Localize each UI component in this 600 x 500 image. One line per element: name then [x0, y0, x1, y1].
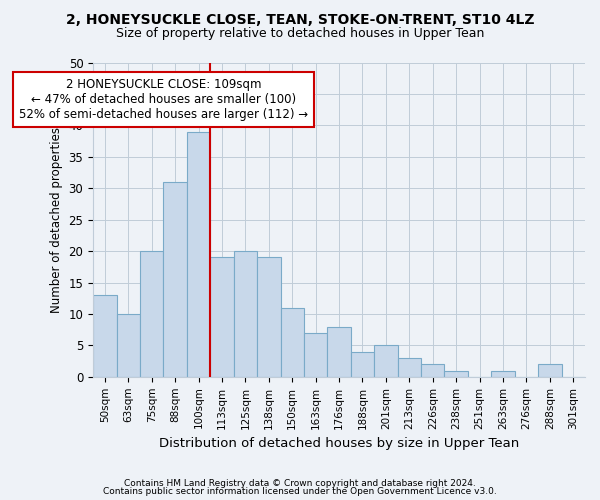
Bar	[304, 333, 328, 377]
Bar	[93, 295, 116, 377]
Text: Contains public sector information licensed under the Open Government Licence v3: Contains public sector information licen…	[103, 487, 497, 496]
Bar	[281, 308, 304, 377]
Bar	[257, 258, 281, 377]
Bar	[233, 251, 257, 377]
Text: 2 HONEYSUCKLE CLOSE: 109sqm
← 47% of detached houses are smaller (100)
52% of se: 2 HONEYSUCKLE CLOSE: 109sqm ← 47% of det…	[19, 78, 308, 121]
Bar	[163, 182, 187, 377]
Bar	[140, 251, 163, 377]
Bar	[210, 258, 233, 377]
Text: Contains HM Land Registry data © Crown copyright and database right 2024.: Contains HM Land Registry data © Crown c…	[124, 478, 476, 488]
Bar	[187, 132, 210, 377]
Bar	[421, 364, 445, 377]
Bar	[328, 326, 351, 377]
X-axis label: Distribution of detached houses by size in Upper Tean: Distribution of detached houses by size …	[159, 437, 519, 450]
Bar	[374, 346, 398, 377]
Text: 2, HONEYSUCKLE CLOSE, TEAN, STOKE-ON-TRENT, ST10 4LZ: 2, HONEYSUCKLE CLOSE, TEAN, STOKE-ON-TRE…	[66, 12, 534, 26]
Bar	[116, 314, 140, 377]
Text: Size of property relative to detached houses in Upper Tean: Size of property relative to detached ho…	[116, 28, 484, 40]
Bar	[445, 370, 468, 377]
Bar	[538, 364, 562, 377]
Y-axis label: Number of detached properties: Number of detached properties	[50, 126, 63, 312]
Bar	[351, 352, 374, 377]
Bar	[398, 358, 421, 377]
Bar	[491, 370, 515, 377]
